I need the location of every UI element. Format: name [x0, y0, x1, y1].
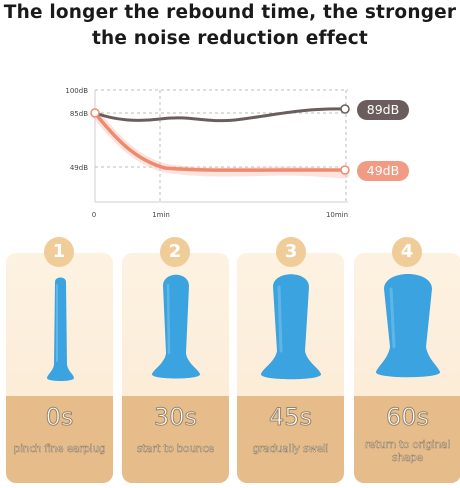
step-number-badge: 4: [392, 237, 422, 267]
step-card-footer: [122, 396, 229, 483]
start-point-marker: [90, 108, 100, 118]
y-tick-49db: 49dB: [70, 164, 88, 172]
step-card-footer: [6, 396, 113, 483]
step-card-1: 0s pinch fine earplug: [6, 253, 113, 483]
step-caption-line: pinch fine earplug: [13, 443, 106, 456]
step-time: 45s: [268, 403, 313, 432]
step-number-badge: 3: [276, 237, 306, 267]
step-caption-line: shape: [392, 452, 423, 465]
x-tick-0: 0: [92, 211, 96, 219]
earplug-icon: [151, 274, 201, 379]
step-card-footer: [237, 396, 344, 483]
step-card-3: 45s gradually swell: [237, 253, 344, 483]
earplug-icon: [47, 277, 74, 381]
earplug-icon: [260, 274, 322, 380]
step-card-2: 30s start to bounce: [122, 253, 229, 483]
step-caption-line: start to bounce: [136, 443, 215, 456]
step-caption: return to original shape: [356, 439, 459, 465]
x-tick-10min: 10min: [326, 211, 348, 219]
noise-chart: 100dB 85dB 49dB 0 1min 10min 89dB 49dB: [0, 78, 460, 228]
headline-line-1: The longer the rebound time, the stronge…: [3, 2, 457, 23]
series-dark-line: [93, 107, 347, 123]
x-tick-1min: 1min: [152, 211, 170, 219]
series-light-glow: [90, 108, 350, 179]
y-tick-100db: 100dB: [65, 87, 88, 95]
y-tick-85db: 85dB: [70, 110, 88, 118]
step-caption-line: return to original: [365, 439, 451, 452]
step-caption-line: gradually swell: [252, 443, 329, 456]
step-card-4: 60s return to original shape: [354, 253, 460, 483]
end-point-light-marker: [340, 165, 350, 175]
noise-chart-svg: 100dB 85dB 49dB 0 1min 10min: [65, 87, 350, 219]
step-number-badge: 2: [160, 237, 190, 267]
end-label-89db: 89dB: [357, 100, 409, 120]
series-light-line: [93, 111, 347, 172]
headline-line-2: the noise reduction effect: [92, 28, 368, 49]
step-time: 60s: [385, 403, 430, 432]
step-caption: pinch fine earplug: [8, 443, 111, 456]
step-time: 0s: [45, 403, 74, 432]
end-label-49db: 49dB: [357, 161, 409, 181]
step-caption: gradually swell: [239, 443, 342, 456]
end-point-dark-marker: [340, 104, 350, 114]
earplug-icon: [375, 274, 441, 378]
step-caption: start to bounce: [124, 443, 227, 456]
step-time: 30s: [153, 403, 198, 432]
step-card-footer: [354, 396, 460, 483]
step-number-badge: 1: [44, 237, 74, 267]
